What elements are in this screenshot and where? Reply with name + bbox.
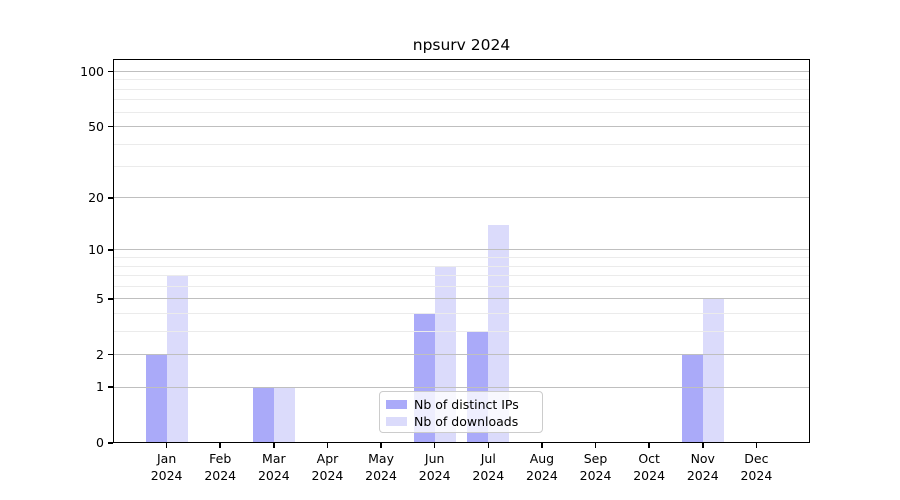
x-tick-label-apr-2024: Apr 2024: [311, 451, 344, 483]
y-tick-2: [108, 353, 113, 356]
x-tick-may: [380, 443, 382, 448]
x-tick-label-feb-2024: Feb 2024: [204, 451, 237, 483]
gridline-major-10: [113, 249, 810, 251]
gridline-minor-8: [113, 265, 810, 267]
x-tick-sep: [594, 443, 597, 448]
y-tick-label-100: 100: [80, 63, 104, 79]
y-tick-label-50: 50: [88, 118, 104, 134]
gridline-major-20: [113, 197, 810, 199]
y-tick-20: [108, 197, 113, 199]
y-tick-0: [108, 442, 113, 444]
legend-entry-downloads: Nb of downloads: [386, 413, 536, 430]
gridline-minor-7: [113, 275, 810, 277]
bar-distinct-ips-mar: [252, 387, 274, 443]
x-tick-feb: [219, 443, 221, 448]
x-tick-label-aug-2024: Aug 2024: [526, 451, 558, 483]
gridline-major-2: [113, 354, 810, 356]
y-tick-10: [108, 249, 113, 251]
y-tick-label-2: 2: [96, 346, 104, 362]
x-tick-label-may-2024: May 2024: [365, 451, 397, 483]
y-tick-label-10: 10: [88, 241, 104, 257]
x-tick-jan: [165, 443, 168, 448]
bar-distinct-ips-jan: [145, 354, 167, 443]
gridline-minor-90: [113, 79, 810, 81]
bar-downloads-jul: [488, 225, 510, 443]
y-tick-label-20: 20: [88, 189, 104, 205]
gridline-minor-4: [113, 312, 810, 314]
x-tick-label-jun-2024: Jun 2024: [418, 451, 451, 483]
bar-downloads-mar: [273, 387, 295, 443]
gridline-minor-6: [113, 285, 810, 287]
x-tick-label-jul-2024: Jul 2024: [472, 451, 505, 483]
x-tick-dec: [755, 443, 758, 448]
gridline-minor-60: [113, 111, 810, 113]
x-tick-nov: [702, 443, 704, 448]
x-tick-oct: [648, 443, 650, 448]
x-tick-label-mar-2024: Mar 2024: [257, 451, 290, 483]
gridline-minor-80: [113, 88, 810, 90]
x-tick-label-oct-2024: Oct 2024: [633, 451, 666, 483]
legend-swatch-distinct-ips: [386, 400, 407, 409]
gridline-minor-30: [113, 166, 810, 168]
legend: Nb of distinct IPs Nb of downloads: [379, 391, 543, 433]
bar-distinct-ips-nov: [681, 354, 703, 443]
legend-swatch-downloads: [386, 417, 407, 426]
y-tick-100: [108, 70, 113, 73]
gridline-minor-9: [113, 257, 810, 259]
x-tick-label-sep-2024: Sep 2024: [579, 451, 612, 483]
x-tick-label-dec-2024: Dec 2024: [740, 451, 773, 483]
x-tick-jun: [433, 443, 436, 448]
axes-spines: [113, 59, 810, 443]
gridline-major-100: [113, 71, 810, 73]
gridline-minor-70: [113, 99, 810, 101]
x-tick-jul: [487, 443, 490, 448]
y-tick-label-1: 1: [96, 379, 104, 395]
legend-entry-distinct-ips: Nb of distinct IPs: [386, 396, 536, 413]
y-tick-label-0: 0: [96, 435, 104, 450]
gridline-major-1: [113, 386, 810, 388]
x-tick-aug: [541, 443, 543, 448]
legend-label-distinct-ips: Nb of distinct IPs: [414, 397, 519, 412]
bar-downloads-jan: [166, 275, 188, 443]
y-tick-label-5: 5: [96, 290, 104, 306]
x-tick-apr: [326, 443, 329, 448]
bar-downloads-nov: [702, 298, 724, 443]
legend-label-downloads: Nb of downloads: [414, 414, 519, 429]
y-tick-50: [108, 125, 113, 128]
gridline-minor-40: [113, 143, 810, 145]
x-tick-label-jan-2024: Jan 2024: [150, 451, 183, 483]
gridline-minor-3: [113, 330, 810, 332]
gridline-major-50: [113, 126, 810, 128]
y-tick-5: [108, 298, 113, 300]
y-tick-1: [108, 386, 113, 388]
chart-title: npsurv 2024: [412, 36, 511, 54]
gridline-major-5: [113, 298, 810, 300]
x-tick-label-nov-2024: Nov 2024: [686, 451, 719, 483]
x-tick-mar: [273, 443, 275, 448]
